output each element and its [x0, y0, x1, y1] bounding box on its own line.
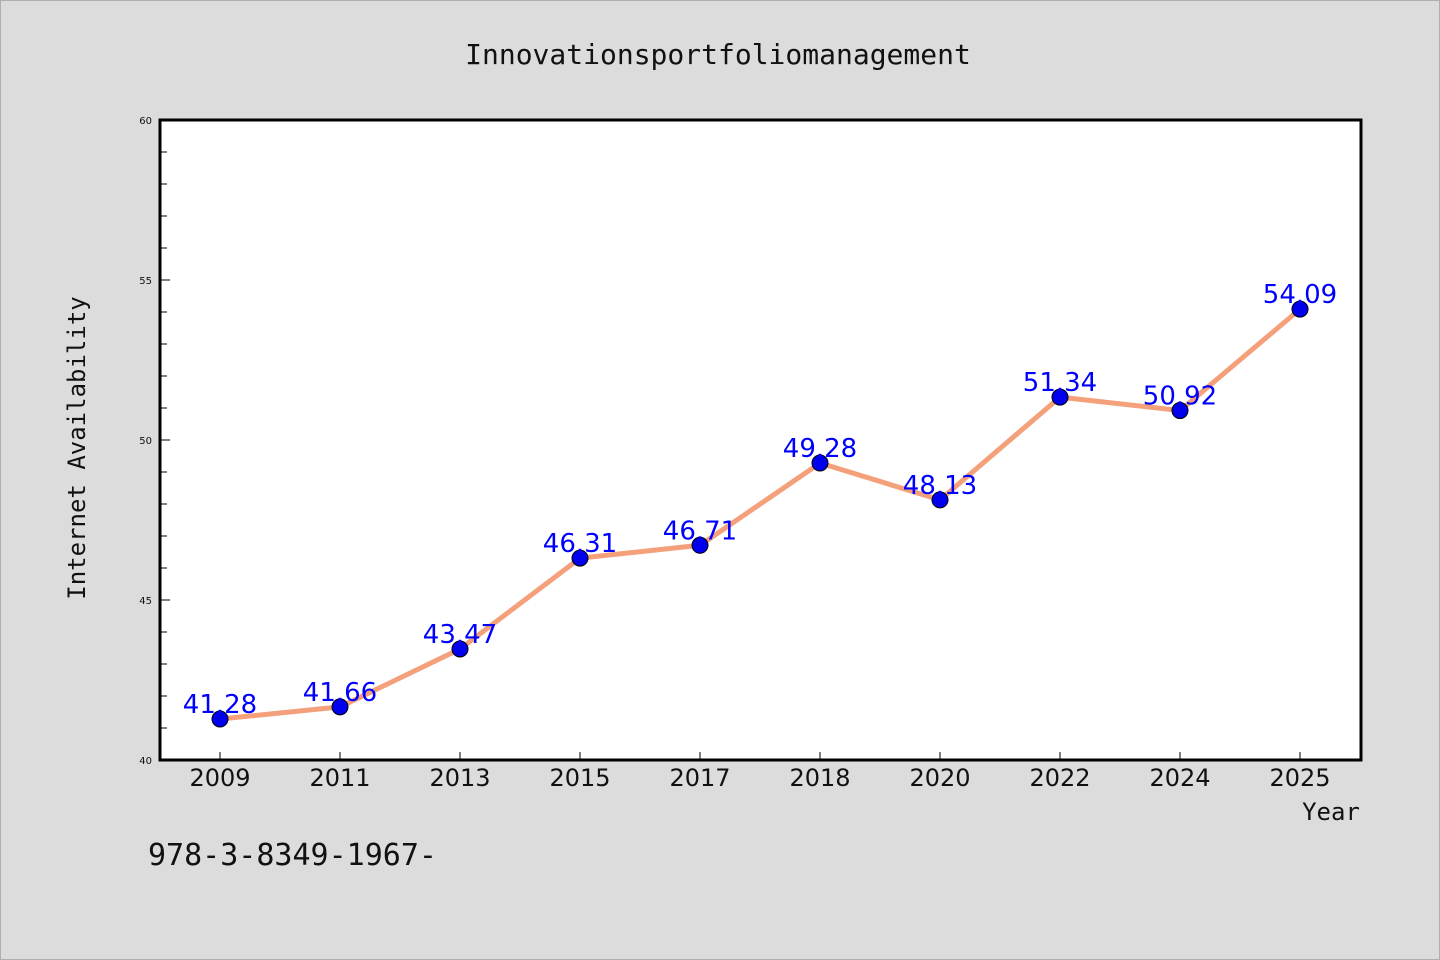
data-point	[811, 454, 829, 472]
y-tick-label: 60	[139, 116, 152, 127]
data-label: 50.92	[1143, 382, 1217, 412]
y-tick-label: 55	[139, 276, 152, 287]
data-point	[571, 549, 589, 567]
y-tick-label: 45	[139, 596, 152, 607]
data-point	[1171, 402, 1189, 420]
data-point	[1291, 300, 1309, 318]
y-tick-label: 40	[139, 756, 152, 767]
data-label: 43.47	[423, 620, 497, 650]
plot-border	[158, 118, 1363, 762]
x-tick-label: 2020	[909, 764, 970, 792]
x-axis-label: Year	[1302, 798, 1360, 826]
data-label: 48.13	[903, 471, 977, 501]
x-tick-label: 2024	[1149, 764, 1210, 792]
x-tick-label: 2015	[549, 764, 610, 792]
x-tick-label: 2025	[1269, 764, 1330, 792]
series-group: 41.28 41.66 43.47 46.31 46.71 49.28 48.13 51.34…	[183, 280, 1337, 728]
data-point	[211, 710, 229, 728]
data-label: 46.31	[543, 529, 617, 559]
data-point	[1051, 388, 1069, 406]
x-tick-label: 2017	[669, 764, 730, 792]
x-tick-label: 2013	[429, 764, 490, 792]
x-tick-label: 2018	[789, 764, 850, 792]
data-point	[331, 698, 349, 716]
data-point	[931, 491, 949, 509]
data-label: 49.28	[783, 434, 857, 464]
data-label: 41.66	[303, 678, 377, 708]
footer-text: 978-3-8349-1967-	[148, 838, 437, 873]
data-label: 46.71	[663, 516, 737, 546]
plot-area	[160, 120, 1361, 760]
series-line	[217, 306, 1303, 722]
data-label: 51.34	[1023, 368, 1097, 398]
data-label: 41.28	[183, 690, 257, 720]
x-tick-label: 2011	[309, 764, 370, 792]
y-tick-label: 50	[139, 436, 152, 447]
x-axis-ticks: 2009 2011 2013 2015 2017 2018 2020 2022 2024 2025	[189, 752, 1331, 792]
y-axis-label: Internet Availability	[63, 296, 91, 599]
data-point	[691, 536, 709, 554]
x-tick-label: 2009	[189, 764, 250, 792]
data-point	[451, 640, 469, 658]
x-tick-label: 2022	[1029, 764, 1090, 792]
data-label: 54.09	[1263, 280, 1337, 310]
chart-title: Innovationsportfoliomanagement	[465, 38, 971, 71]
